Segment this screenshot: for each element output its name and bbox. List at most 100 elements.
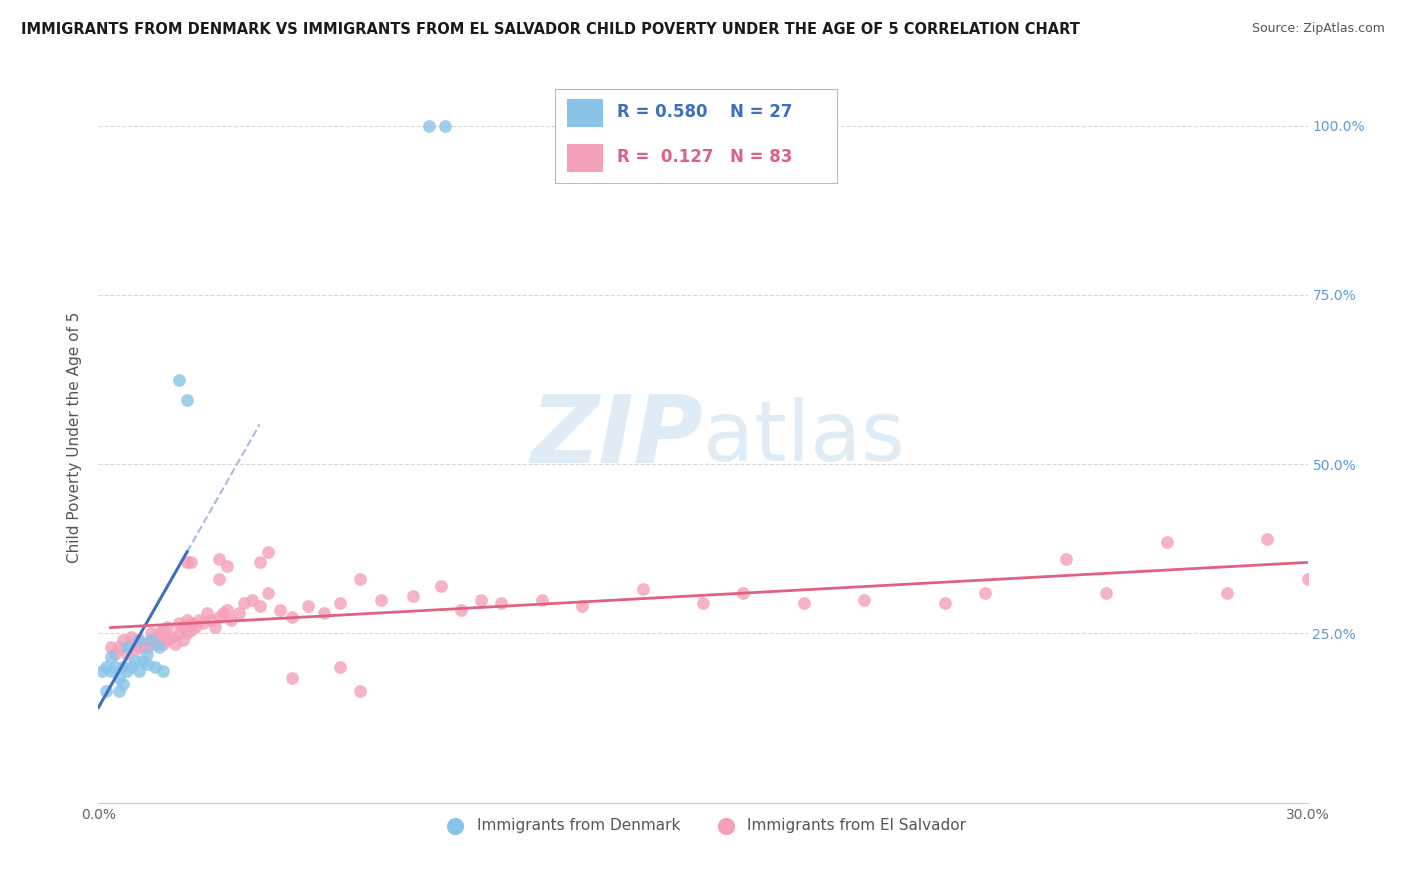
Point (139, 633, 162, 648)
Text: IMMIGRANTS FROM DENMARK VS IMMIGRANTS FROM EL SALVADOR CHILD POVERTY UNDER THE A: IMMIGRANTS FROM DENMARK VS IMMIGRANTS FR… (21, 22, 1080, 37)
Point (249, 599, 271, 614)
Point (148, 633, 170, 648)
Point (100, 640, 122, 654)
Point (163, 637, 186, 651)
Point (180, 616, 202, 631)
Point (152, 623, 174, 637)
Text: atlas: atlas (703, 397, 904, 477)
Point (281, 671, 304, 685)
Point (204, 620, 226, 634)
Point (221, 613, 243, 627)
Point (107, 684, 129, 698)
Point (103, 647, 125, 661)
Point (135, 657, 157, 671)
Point (195, 606, 218, 620)
Point (434, 119, 457, 133)
Point (107, 671, 129, 685)
Point (208, 552, 231, 566)
Point (115, 647, 138, 661)
Point (370, 592, 392, 607)
Point (281, 609, 304, 624)
Point (124, 643, 146, 657)
Point (176, 613, 198, 627)
Point (934, 596, 956, 610)
Point (152, 664, 174, 678)
Point (240, 592, 263, 607)
Point (111, 660, 134, 674)
Point (269, 603, 291, 617)
Y-axis label: Child Poverty Under the Age of 5: Child Poverty Under the Age of 5 (67, 311, 83, 563)
Point (176, 555, 198, 569)
Text: ZIP: ZIP (530, 391, 703, 483)
Bar (567, 144, 603, 171)
Point (793, 596, 815, 610)
Text: R =  0.127: R = 0.127 (617, 148, 714, 166)
Point (120, 630, 142, 644)
Point (128, 640, 150, 654)
Point (402, 589, 425, 603)
Point (1054, 552, 1077, 566)
Point (692, 596, 714, 610)
Point (200, 613, 222, 627)
Point (450, 603, 472, 617)
Point (188, 613, 211, 627)
Point (193, 616, 215, 631)
Point (256, 586, 278, 600)
Point (135, 647, 157, 661)
Point (143, 637, 166, 651)
Point (184, 620, 207, 634)
Point (631, 582, 654, 597)
Point (156, 633, 179, 648)
Legend: Immigrants from Denmark, Immigrants from El Salvador: Immigrants from Denmark, Immigrants from… (434, 812, 972, 839)
Point (176, 392, 198, 407)
Point (249, 555, 271, 569)
Point (160, 630, 183, 644)
Point (256, 545, 278, 559)
Point (96, 684, 118, 698)
Point (1095, 586, 1118, 600)
Point (143, 660, 166, 674)
Point (100, 664, 122, 678)
Point (111, 677, 134, 691)
Point (314, 606, 336, 620)
Point (1216, 586, 1239, 600)
Point (172, 620, 194, 634)
Point (208, 572, 231, 586)
Point (470, 592, 492, 607)
Point (135, 640, 157, 654)
Point (733, 586, 755, 600)
Point (167, 616, 190, 631)
Text: R = 0.580: R = 0.580 (617, 103, 707, 121)
Point (176, 626, 198, 640)
Point (349, 684, 371, 698)
Point (167, 372, 190, 386)
Point (128, 633, 150, 648)
Point (128, 633, 150, 648)
Point (530, 592, 553, 607)
Point (167, 626, 190, 640)
Point (172, 633, 194, 648)
Point (139, 633, 162, 648)
Point (124, 654, 146, 668)
Point (96, 660, 118, 674)
Point (148, 640, 170, 654)
Point (1256, 532, 1278, 546)
Point (329, 660, 352, 674)
Point (156, 620, 179, 634)
Point (228, 606, 250, 620)
Point (152, 637, 174, 651)
Point (180, 623, 202, 637)
Bar (567, 98, 603, 127)
Point (180, 555, 202, 569)
Point (132, 637, 155, 651)
Text: Source: ZipAtlas.com: Source: ZipAtlas.com (1251, 22, 1385, 36)
Point (232, 596, 254, 610)
Point (103, 660, 125, 674)
Point (132, 654, 155, 668)
Point (974, 586, 997, 600)
Point (128, 664, 150, 678)
Point (111, 633, 134, 648)
Point (120, 660, 142, 674)
Point (120, 637, 142, 651)
Point (107, 640, 129, 654)
